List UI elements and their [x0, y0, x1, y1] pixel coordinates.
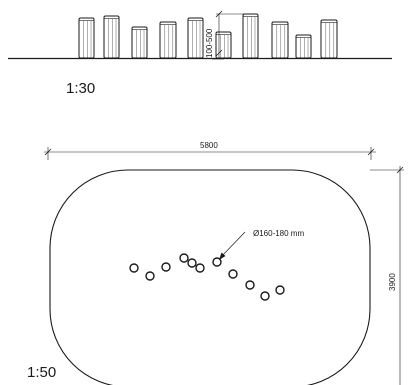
post-diameter-callout: Ø160-180 mm — [219, 229, 304, 260]
elevation-post — [320, 19, 338, 59]
elevation-post — [131, 26, 148, 59]
plan-post — [187, 258, 197, 268]
elevation-post — [215, 31, 232, 59]
plan-post — [161, 262, 171, 272]
plan-height-dimension: 3900 — [370, 166, 404, 385]
leader-arrowhead — [219, 252, 226, 260]
plan-post — [228, 269, 238, 279]
plan-width-label: 5800 — [200, 141, 218, 150]
plan-post — [245, 280, 255, 290]
leader-line — [220, 231, 246, 258]
elevation-post — [187, 17, 204, 59]
elevation-posts — [78, 13, 338, 59]
plan-post — [145, 271, 155, 281]
plan-outline — [49, 169, 371, 385]
elevation-post — [242, 13, 259, 59]
elevation-post — [295, 34, 312, 59]
plan-height-label: 3900 — [388, 273, 397, 291]
plan-posts — [129, 253, 285, 301]
elevation-post — [159, 21, 177, 59]
plan-post — [260, 291, 270, 301]
plan-view: 5800 3900 Ø160-180 mm 1:50 — [27, 141, 404, 385]
elevation-scale-label: 1:30 — [66, 80, 95, 97]
plan-scale-label: 1:50 — [27, 364, 56, 381]
elevation-height-dimension: 100-500 — [205, 10, 244, 60]
plan-post — [195, 263, 205, 273]
elevation-view: 100-500 1:30 — [8, 10, 392, 97]
plan-width-dimension: 5800 — [44, 141, 376, 160]
elevation-post — [78, 17, 95, 59]
plan-post — [275, 285, 285, 295]
plan-post — [129, 263, 139, 273]
elevation-height-label: 100-500 — [205, 28, 214, 58]
elevation-post — [271, 21, 289, 59]
post-diameter-label: Ø160-180 mm — [253, 229, 304, 238]
elevation-post — [103, 15, 120, 59]
plan-post — [179, 253, 189, 263]
